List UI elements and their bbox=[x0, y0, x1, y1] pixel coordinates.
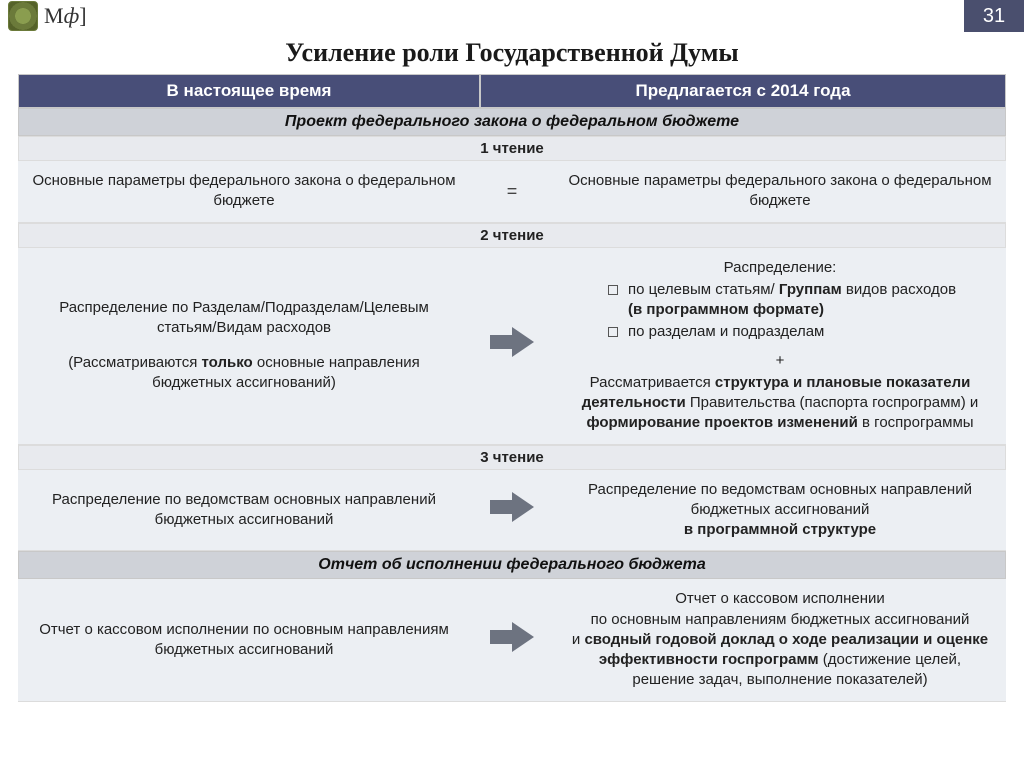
r1-right: Основные параметры федерального закона о… bbox=[554, 161, 1006, 222]
r2-bullet-1: по целевым статьям/ Группам видов расход… bbox=[608, 280, 992, 321]
col-proposed: Предлагается с 2014 года bbox=[480, 74, 1006, 108]
r2-left-p2: (Рассматриваются только основные направл… bbox=[32, 353, 456, 394]
r4-r-l3: и сводный годовой доклад о ходе реализац… bbox=[568, 630, 992, 691]
r4-r-l1: Отчет о кассовом исполнении bbox=[568, 589, 992, 609]
arrow-right-icon bbox=[490, 327, 534, 363]
r3-right: Распределение по ведомствам основных нап… bbox=[554, 470, 1006, 551]
r4-right: Отчет о кассовом исполнении по основным … bbox=[554, 579, 1006, 700]
top-bar: Мф] 31 bbox=[0, 0, 1024, 32]
r1-equals: = bbox=[470, 161, 554, 222]
section-law: Проект федерального закона о федеральном… bbox=[18, 108, 1006, 136]
page-number: 31 bbox=[964, 0, 1024, 32]
r3-left: Распределение по ведомствам основных нап… bbox=[18, 470, 470, 551]
r2-plus: + bbox=[568, 351, 992, 371]
r2-arrow bbox=[470, 248, 554, 444]
reading-3: 3 чтение bbox=[18, 445, 1006, 470]
r2-bullets: по целевым статьям/ Группам видов расход… bbox=[608, 278, 992, 345]
r2-right-head: Распределение: bbox=[568, 258, 992, 278]
row-reading3: Распределение по ведомствам основных нап… bbox=[18, 470, 1006, 552]
section-report: Отчет об исполнении федерального бюджета bbox=[18, 551, 1006, 579]
r2-right: Распределение: по целевым статьям/ Групп… bbox=[554, 248, 1006, 444]
reading-1: 1 чтение bbox=[18, 136, 1006, 161]
arrow-right-icon bbox=[490, 622, 534, 658]
r4-r-l2: по основным направлениям бюджетных ассиг… bbox=[568, 610, 992, 630]
col-current: В настоящее время bbox=[18, 74, 480, 108]
logo-br: ] bbox=[79, 3, 86, 28]
logo-f: ф bbox=[64, 3, 80, 28]
r4-left: Отчет о кассовом исполнении по основным … bbox=[18, 579, 470, 700]
row-report: Отчет о кассовом исполнении по основным … bbox=[18, 579, 1006, 701]
row-reading2: Распределение по Разделам/Подразделам/Це… bbox=[18, 248, 1006, 445]
column-headers: В настоящее время Предлагается с 2014 го… bbox=[18, 74, 1006, 108]
content: В настоящее время Предлагается с 2014 го… bbox=[0, 74, 1024, 714]
logo: Мф] bbox=[8, 1, 87, 31]
page-title: Усиление роли Государственной Думы bbox=[0, 38, 1024, 68]
r2-bullet-2: по разделам и подразделам bbox=[608, 322, 992, 342]
r3-arrow bbox=[470, 470, 554, 551]
r2-right-para: Рассматривается структура и плановые пок… bbox=[568, 373, 992, 434]
crest-icon bbox=[8, 1, 38, 31]
reading-2: 2 чтение bbox=[18, 223, 1006, 248]
logo-text: Мф] bbox=[44, 3, 87, 29]
row-reading1: Основные параметры федерального закона о… bbox=[18, 161, 1006, 223]
r2-left: Распределение по Разделам/Подразделам/Це… bbox=[18, 248, 470, 444]
logo-m: М bbox=[44, 3, 64, 28]
r2-left-p1: Распределение по Разделам/Подразделам/Це… bbox=[32, 298, 456, 339]
r1-left: Основные параметры федерального закона о… bbox=[18, 161, 470, 222]
r4-arrow bbox=[470, 579, 554, 700]
arrow-right-icon bbox=[490, 492, 534, 528]
